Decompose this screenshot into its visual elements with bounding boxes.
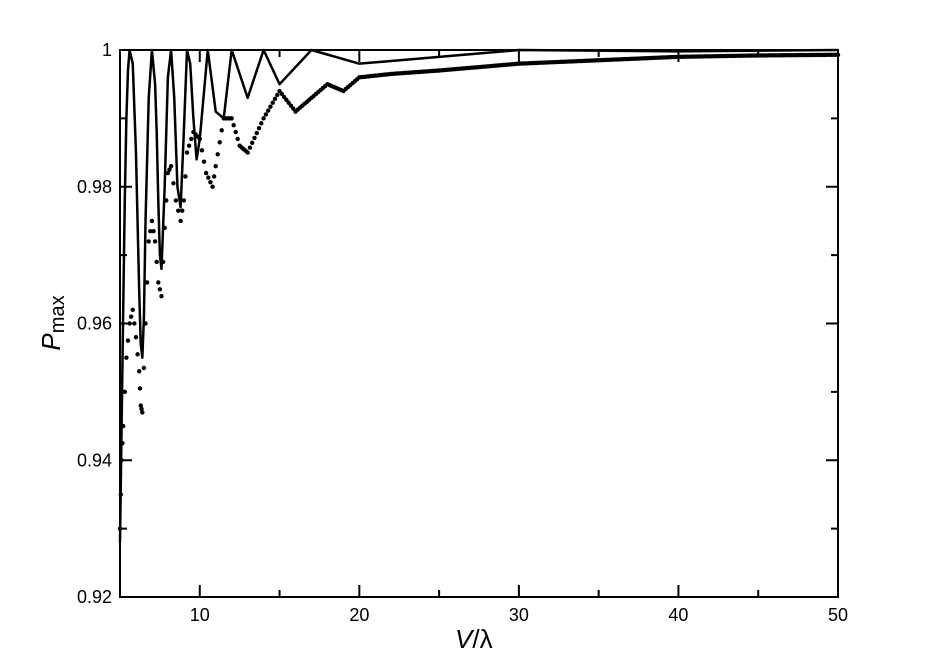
dotted-series-point (157, 287, 163, 292)
dotted-series-point (120, 440, 125, 446)
dotted-series-point (184, 150, 190, 155)
dotted-series-point (189, 136, 194, 142)
dotted-series-point (272, 96, 278, 102)
dotted-series-point (261, 116, 266, 121)
dotted-series-point (140, 410, 145, 415)
x-axis-title-sep: / (472, 624, 480, 654)
dotted-series-point (203, 170, 209, 176)
dotted-series-point (181, 198, 187, 203)
dotted-series-point (128, 314, 134, 319)
dotted-series-point (124, 355, 129, 360)
dotted-series-point (173, 198, 179, 203)
x-axis-title-symbol: λ (480, 624, 493, 654)
dotted-series-point (245, 150, 250, 155)
dotted-series-point (176, 208, 181, 213)
y-tick-label: 0.92 (77, 587, 112, 607)
dotted-series-point (133, 334, 139, 340)
dotted-series-point (265, 108, 271, 113)
dotted-series-point (199, 148, 205, 153)
dotted-series-point (151, 228, 156, 234)
dotted-series-point (164, 198, 169, 203)
dotted-series-point (217, 140, 222, 145)
dotted-series-point (259, 121, 264, 126)
dotted-series-point (270, 100, 275, 105)
series-layer (117, 48, 841, 543)
dotted-series-point (165, 170, 171, 176)
dotted-series-point (215, 152, 220, 157)
dotted-series-point (231, 123, 236, 128)
dotted-series-point (168, 164, 174, 169)
dotted-series-point (219, 128, 224, 133)
dotted-series-point (125, 338, 131, 343)
dotted-series-point (229, 116, 234, 121)
x-tick-label: 50 (828, 605, 848, 625)
dotted-series-point (186, 143, 192, 148)
dotted-series-point (206, 175, 211, 180)
dotted-series-point (201, 159, 207, 164)
dotted-series-point (275, 92, 280, 98)
dotted-series-point (256, 125, 262, 131)
dotted-series-point (247, 145, 253, 150)
dotted-series-point (139, 406, 144, 412)
dotted-series-point (135, 352, 140, 357)
svg-text:Pmax: Pmax (36, 295, 69, 350)
dotted-series-point (254, 130, 259, 136)
dotted-series-point (180, 208, 185, 213)
dotted-series-point (137, 386, 143, 391)
dotted-series-point (178, 218, 183, 224)
plot-frame (119, 49, 839, 598)
dotted-series-point (132, 321, 137, 326)
x-tick-label: 40 (668, 605, 688, 625)
dotted-series-point (144, 280, 150, 285)
dotted-series-point (233, 129, 238, 135)
series-solid-line (118, 48, 839, 543)
dotted-series-point (138, 403, 143, 408)
dotted-series-point (213, 164, 218, 169)
ticks-layer: 10 20 30 40 50 0.92 0.94 0.96 0.98 1 (77, 40, 848, 625)
dotted-series-point (235, 136, 240, 142)
dotted-series-point (171, 181, 176, 186)
x-tick-label: 30 (509, 605, 529, 625)
dotted-series-point (183, 174, 188, 179)
dotted-series-point (136, 369, 142, 374)
dotted-series-point (159, 293, 164, 299)
dotted-series-point (152, 239, 158, 244)
y-tick-label: 1 (102, 40, 112, 60)
dotted-series-point (210, 184, 215, 189)
dotted-series-point (143, 321, 148, 326)
dotted-series-point (141, 365, 147, 371)
dotted-series-point (148, 228, 153, 234)
dotted-series-point (268, 104, 273, 109)
y-axis-title-main: P (36, 333, 66, 351)
dotted-series-point (162, 225, 167, 230)
dotted-series-point (154, 259, 159, 265)
dotted-series-point (156, 280, 161, 285)
dotted-series-point (250, 140, 255, 145)
dotted-series-point (146, 239, 151, 244)
y-axis-title-subscript: max (47, 295, 69, 333)
dotted-series-point (149, 218, 155, 224)
x-axis-title: V/λ (455, 624, 493, 654)
dotted-series-point (252, 135, 257, 141)
y-axis-title: Pmax (36, 295, 69, 350)
x-tick-label: 10 (190, 605, 210, 625)
dotted-series-point (120, 423, 126, 429)
dotted-series-point (130, 307, 135, 313)
dotted-series-point (263, 112, 269, 117)
x-tick-label: 20 (349, 605, 369, 625)
y-tick-label: 0.96 (77, 314, 112, 334)
dotted-series-point (211, 174, 217, 179)
dotted-series-point (208, 179, 213, 185)
y-tick-label: 0.94 (77, 450, 112, 470)
dotted-series-point (167, 167, 172, 172)
series-dotted (117, 52, 841, 531)
dotted-series-point (160, 259, 166, 265)
y-tick-label: 0.98 (77, 177, 112, 197)
dotted-series-point (197, 136, 202, 142)
x-axis-title-main: V (455, 624, 475, 654)
